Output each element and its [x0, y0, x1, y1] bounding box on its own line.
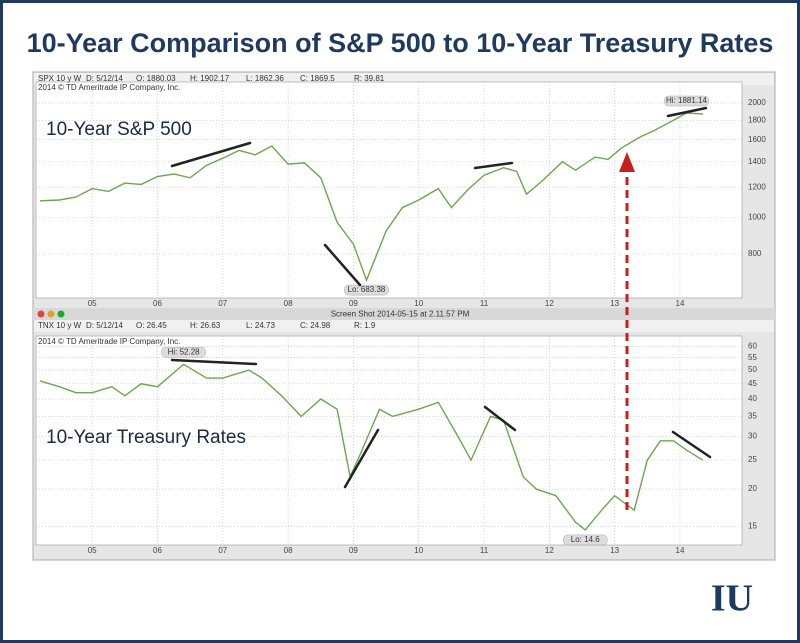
- high-label: Hi: 1881.14: [666, 96, 707, 105]
- line: [39, 112, 703, 283]
- trendline: [170, 141, 252, 168]
- x-tick-label: 08: [284, 546, 293, 555]
- header-field: TNX 10 y W: [38, 321, 82, 330]
- y-tick-label: 25: [748, 455, 757, 464]
- trendline: [483, 405, 517, 432]
- x-tick-label: 05: [88, 299, 97, 308]
- x-tick-label: 14: [676, 299, 685, 308]
- y-tick-label: 1000: [748, 212, 766, 221]
- header-field: C: 24.98: [300, 321, 331, 330]
- high-label-box: [664, 95, 709, 107]
- header-field: D: 5/12/14: [86, 321, 123, 330]
- y-tick-label: 1800: [748, 115, 766, 124]
- header-bar: [34, 320, 774, 332]
- high-label: Hi: 52.28: [168, 347, 201, 356]
- y-tick-label: 60: [748, 342, 757, 351]
- arrow-head: [619, 152, 635, 172]
- plot-area: [35, 335, 743, 546]
- trendline: [170, 358, 258, 366]
- header-field: O: 1880.03: [136, 74, 176, 83]
- x-tick-label: 14: [676, 546, 685, 555]
- trendline: [343, 428, 380, 489]
- header-field: C: 1869.5: [300, 74, 335, 83]
- trendlines: [170, 106, 712, 489]
- x-tick-label: 11: [480, 299, 489, 308]
- y-tick-label: 45: [748, 379, 757, 388]
- line: [39, 363, 704, 531]
- logo: IU: [711, 578, 753, 620]
- trendline: [666, 106, 708, 118]
- copyright: 2014 © TD Ameritrade IP Company, Inc.: [38, 337, 180, 346]
- x-tick-label: 06: [153, 546, 162, 555]
- x-tick-label: 12: [545, 546, 554, 555]
- low-label: Lo: 683.38: [348, 285, 386, 294]
- low-label-box: [344, 284, 389, 296]
- header-field: H: 26.63: [190, 321, 221, 330]
- header-field: R: 39.81: [354, 74, 385, 83]
- copyright: 2014 © TD Ameritrade IP Company, Inc.: [38, 83, 180, 92]
- y-tick-label: 40: [748, 394, 757, 403]
- chart-label: 10-Year S&P 500: [46, 119, 192, 140]
- header-field: R: 1.9: [354, 321, 376, 330]
- zoom-button: [57, 310, 65, 318]
- trendline: [323, 243, 362, 287]
- x-tick-label: 11: [480, 546, 489, 555]
- window-title: Screen Shot 2014-05-15 at 2.11.57 PM: [331, 310, 470, 319]
- y-tick-label: 2000: [748, 98, 766, 107]
- y-tick-label: 55: [748, 353, 757, 362]
- x-tick-label: 13: [610, 299, 619, 308]
- y-tick-label: 35: [748, 411, 757, 420]
- x-tick-label: 09: [349, 299, 358, 308]
- window-bar: [33, 308, 775, 320]
- low-label-box: [563, 534, 608, 546]
- chart-label: 10-Year Treasury Rates: [46, 427, 246, 448]
- charts: SPX 10 y W D: 5/12/14 O: 1880.03 H: 1902.17…: [34, 73, 774, 555]
- y-tick-label: 30: [748, 432, 757, 441]
- x-tick-label: 07: [218, 299, 227, 308]
- plot-area: [35, 81, 743, 299]
- main-title: 10-Year Comparison of S&P 500 to 10-Year…: [27, 28, 774, 58]
- x-tick-label: 12: [545, 299, 554, 308]
- y-tick-label: 800: [748, 249, 762, 258]
- header-field: L: 1862.36: [246, 74, 284, 83]
- x-tick-label: 05: [88, 546, 97, 555]
- header-field: D: 5/12/14: [86, 74, 123, 83]
- trendline: [671, 430, 712, 459]
- y-tick-label: 1400: [748, 157, 766, 166]
- header-field: O: 26.45: [136, 321, 167, 330]
- header-field: H: 1902.17: [190, 74, 230, 83]
- y-tick-label: 15: [748, 522, 757, 531]
- x-tick-label: 09: [349, 546, 358, 555]
- y-tick-label: 1600: [748, 135, 766, 144]
- x-tick-label: 06: [153, 299, 162, 308]
- high-label-box: [161, 347, 206, 358]
- low-label: Lo: 14.6: [571, 535, 600, 544]
- x-tick-label: 08: [284, 299, 293, 308]
- x-tick-label: 10: [414, 546, 423, 555]
- close-button: [37, 310, 45, 318]
- minimize-button: [47, 310, 55, 318]
- y-tick-label: 1200: [748, 182, 766, 191]
- y-tick-label: 20: [748, 484, 757, 493]
- x-tick-label: 13: [610, 546, 619, 555]
- y-tick-label: 50: [748, 365, 757, 374]
- x-tick-label: 07: [218, 546, 227, 555]
- x-tick-label: 10: [414, 299, 423, 308]
- trendline: [473, 161, 514, 170]
- header-field: SPX 10 y W: [38, 74, 82, 83]
- header-field: L: 24.73: [246, 321, 275, 330]
